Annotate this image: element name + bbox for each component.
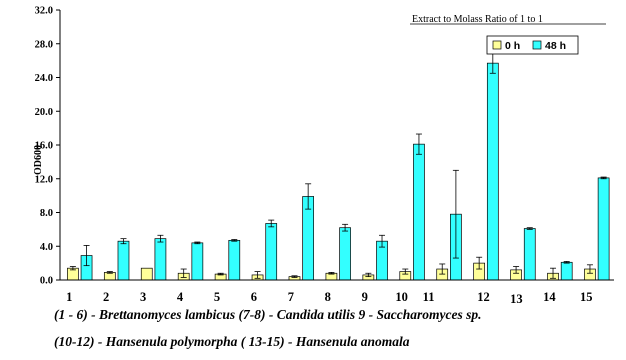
x-tick-label: 11 [423,290,435,304]
x-tick-label: 5 [214,290,220,304]
x-tick-label: 13 [510,292,523,306]
caption-line-2: (10-12) - Hansenula polymorpha ( 13-15) … [54,334,410,349]
bars [67,52,610,281]
x-tick-label: 7 [288,290,294,304]
x-tick-label: 8 [325,290,331,304]
y-tick-label: 16.0 [35,141,53,152]
bar-48h-13 [523,228,536,281]
bar-48h-5 [228,239,241,281]
y-axis-label: OD600 [33,145,44,175]
bar-0h-3 [140,267,153,281]
x-tick-label: 10 [395,290,408,304]
x-axis: 1 2 3 4 5 6 7 8 9 10 11 12 13 14 15 [60,279,614,306]
x-tick-label: 4 [177,290,184,304]
y-tick-label: 0.0 [40,276,53,287]
x-tick-label: 14 [543,290,556,304]
x-tick-label: 6 [251,290,257,304]
y-tick-label: 28.0 [35,39,53,50]
legend-swatch-48h [532,40,542,50]
legend-label-0h: 0 h [505,40,520,52]
legend: 0 h 48 h [486,35,579,55]
bar-48h-6 [265,223,278,281]
x-tick-label: 9 [362,290,368,304]
y-tick-label: 32.0 [35,6,53,17]
annotation-text: Extract to Molass Ratio of 1 to 1 [412,14,543,25]
bar-48h-3 [154,238,167,281]
y-tick-label: 4.0 [40,242,53,253]
bar-48h-2 [117,240,130,281]
x-tick-label: 12 [477,290,490,304]
bar-48h-12 [486,62,499,281]
y-tick-label: 20.0 [35,107,53,118]
x-tick-label: 1 [66,290,72,304]
legend-label-48h: 48 h [545,40,566,52]
bar-48h-10 [413,143,425,281]
legend-box [486,35,579,55]
y-tick-label: 24.0 [35,73,53,84]
x-tick-label: 2 [103,290,109,304]
y-tick-label: 12.0 [35,174,53,185]
bar-48h-4 [191,242,204,281]
x-tick-label: 3 [140,290,146,304]
x-tick-label: 15 [580,290,593,304]
annotation: Extract to Molass Ratio of 1 to 1 [410,14,606,25]
caption-line-1: (1 - 6) - Brettanomyces lambicus (7-8) -… [54,307,482,322]
legend-swatch-0h [492,40,502,50]
y-axis: 0.0 4.0 8.0 12.0 16.0 20.0 24.0 28.0 32.0 [35,6,61,287]
y-tick-label: 8.0 [40,208,53,219]
bar-48h-8 [339,227,351,281]
bar-48h-15 [597,177,610,281]
bar-48h-14 [560,261,573,281]
